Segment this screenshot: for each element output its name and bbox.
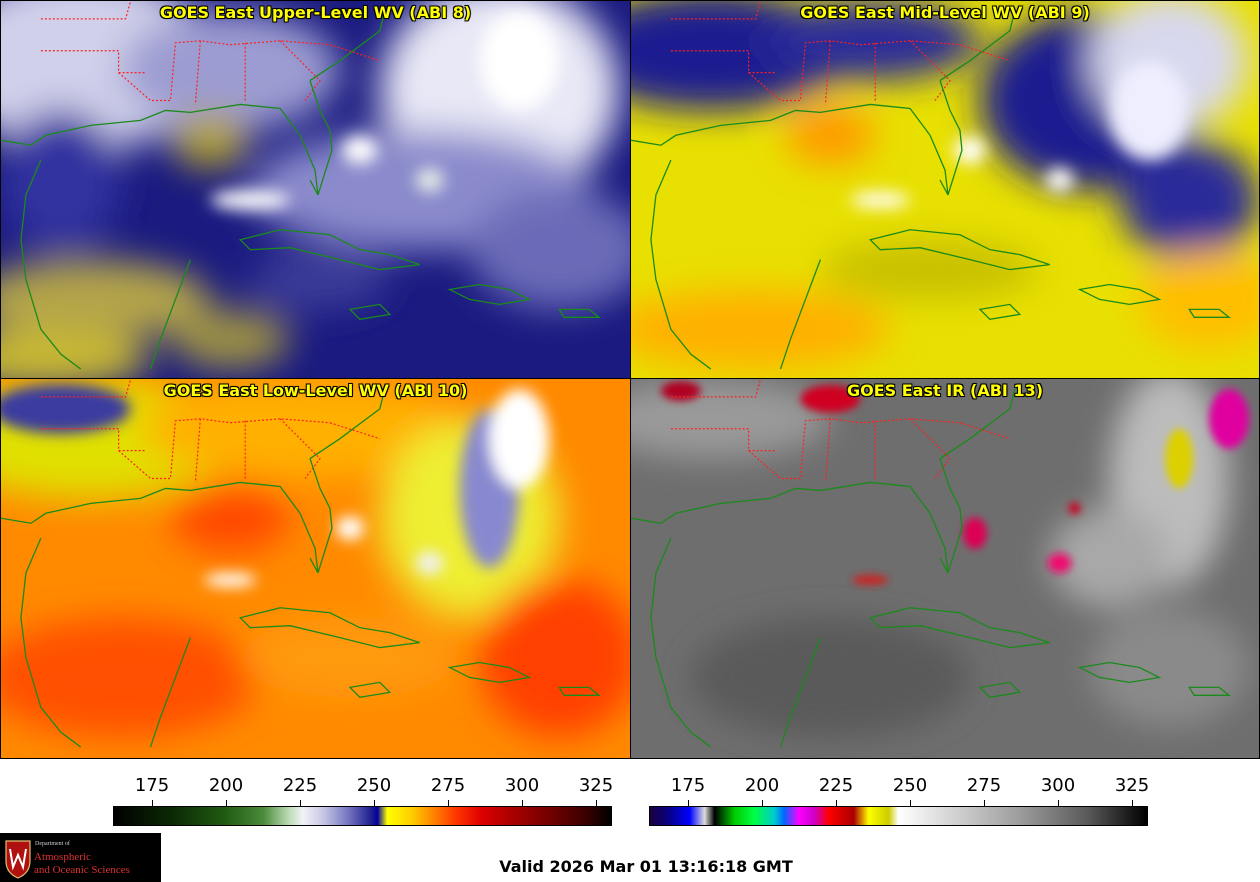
low-level-wv-panel: GOES East Low-Level WV (ABI 10) (0, 378, 631, 759)
colorbar-tick (448, 800, 449, 806)
colorbar-tick (596, 800, 597, 806)
colorbar-tick (1132, 800, 1133, 806)
colorbar-tick (152, 800, 153, 806)
uw-crest-icon (5, 840, 31, 879)
colorbar-tick (836, 800, 837, 806)
logo-dept-text: Department of (35, 841, 70, 847)
ir-image (631, 379, 1259, 758)
ir-panel: GOES East IR (ABI 13) (630, 378, 1260, 759)
mid-level-wv-image (631, 1, 1259, 378)
colorbar-tick-label: 250 (892, 775, 928, 796)
colorbar-tick-label: 325 (1114, 775, 1150, 796)
mid-level-wv-panel: GOES East Mid-Level WV (ABI 9) (630, 0, 1260, 379)
logo-line-2: and Oceanic Sciences (34, 864, 130, 876)
colorbar-tick-label: 225 (818, 775, 854, 796)
colorbar-tick-label: 250 (356, 775, 392, 796)
colorbar-tick-label: 300 (504, 775, 540, 796)
panel-title: GOES East Low-Level WV (ABI 10) (163, 381, 468, 400)
colorbar-tick (522, 800, 523, 806)
colorbar-tick-label: 325 (578, 775, 614, 796)
colorbar-tick (1058, 800, 1059, 806)
panel-title: GOES East IR (ABI 13) (846, 381, 1044, 400)
upper-level-wv-image (1, 1, 630, 378)
logo-line-1: Atmospheric (34, 851, 91, 863)
colorbar-tick (910, 800, 911, 806)
aos-logo[interactable]: Department of Atmospheric and Oceanic Sc… (0, 833, 161, 882)
colorbar-tick-label: 175 (134, 775, 170, 796)
colorbar-tick-label: 275 (966, 775, 1002, 796)
valid-time: Valid 2026 Mar 01 13:16:18 GMT (499, 857, 793, 876)
colorbar-tick-label: 275 (430, 775, 466, 796)
colorbar-tick-label: 175 (670, 775, 706, 796)
low-level-wv-image (1, 379, 630, 758)
ir-colorbar (649, 806, 1148, 826)
colorbar-tick (300, 800, 301, 806)
colorbar-tick-label: 300 (1040, 775, 1076, 796)
panel-title: GOES East Mid-Level WV (ABI 9) (800, 3, 1090, 22)
colorbar-tick (688, 800, 689, 806)
colorbar-tick (226, 800, 227, 806)
colorbar-tick (984, 800, 985, 806)
wv-colorbar (113, 806, 612, 826)
upper-level-wv-panel: GOES East Upper-Level WV (ABI 8) (0, 0, 631, 379)
colorbar-tick (374, 800, 375, 806)
colorbar-tick-label: 200 (208, 775, 244, 796)
colorbar-tick-label: 225 (282, 775, 318, 796)
panel-title: GOES East Upper-Level WV (ABI 8) (159, 3, 472, 22)
colorbar-tick (762, 800, 763, 806)
colorbar-tick-label: 200 (744, 775, 780, 796)
